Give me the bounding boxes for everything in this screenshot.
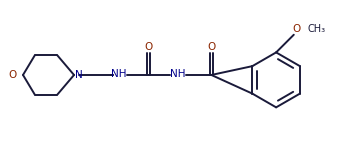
Text: O: O <box>145 41 153 51</box>
Text: N: N <box>75 70 83 80</box>
Text: NH: NH <box>111 69 127 79</box>
Text: CH₃: CH₃ <box>308 24 326 34</box>
Text: O: O <box>9 70 17 80</box>
Text: O: O <box>207 41 216 51</box>
Text: NH: NH <box>170 69 186 79</box>
Text: O: O <box>292 24 301 34</box>
